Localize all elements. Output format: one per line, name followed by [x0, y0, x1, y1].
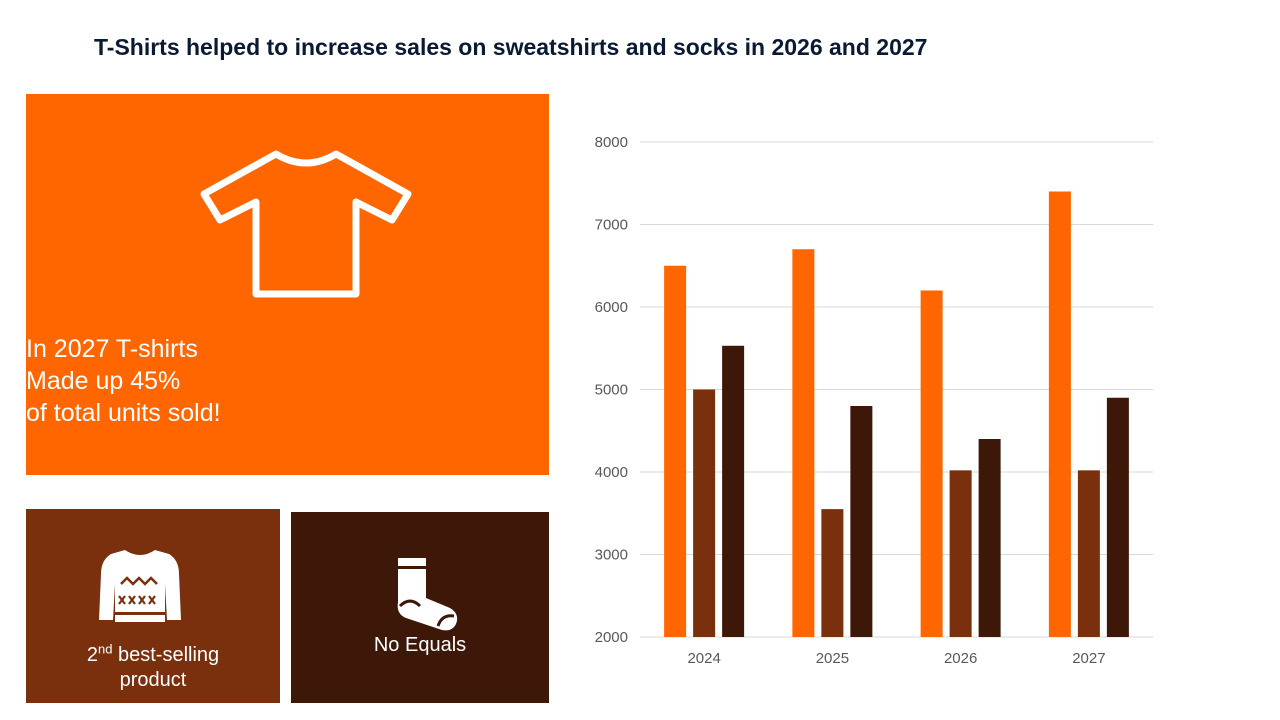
bar-2025-series-2: [821, 509, 844, 637]
y-tick-label: 3000: [595, 547, 628, 564]
y-tick-label: 6000: [595, 299, 628, 316]
y-tick-label: 7000: [595, 217, 628, 234]
chart-gridlines: [640, 141, 1153, 638]
y-tick-label: 5000: [595, 382, 628, 399]
tshirt-text-line-1: In 2027 T-shirts: [26, 335, 198, 363]
chart-y-ticks: 2000 3000 4000 5000 6000 7000 8000: [595, 134, 628, 646]
bar-2026-series-2: [949, 470, 972, 637]
chart-bars: [664, 191, 1129, 637]
tshirt-highlight-text: In 2027 T-shirts Made up 45% of total un…: [26, 333, 549, 429]
bar-2024-series-2: [693, 389, 716, 637]
bar-2025-series-1: [792, 249, 815, 637]
bar-2026-series-1: [920, 290, 943, 637]
sweatshirt-icon: [99, 550, 181, 622]
bar-2025-series-3: [850, 406, 873, 637]
bar-2027-series-1: [1048, 191, 1071, 637]
y-tick-label: 2000: [595, 629, 628, 646]
bar-2024-series-1: [664, 265, 687, 637]
bar-2026-series-3: [978, 439, 1001, 637]
sweatshirt-label-line2: product: [119, 669, 187, 691]
sweatshirt-label-rest: best-selling: [112, 644, 220, 666]
bar-2027-series-3: [1106, 397, 1129, 637]
x-tick-label: 2024: [687, 650, 720, 667]
bar-2027-series-2: [1077, 470, 1100, 637]
tshirt-text-line-2: Made up 45%: [26, 367, 181, 395]
bar-2024-series-3: [722, 345, 745, 637]
y-tick-label: 4000: [595, 464, 628, 481]
sock-icon: [397, 558, 458, 631]
x-tick-label: 2025: [816, 650, 849, 667]
tshirt-text-line-3: of total units sold!: [26, 399, 221, 427]
sweatshirt-card-label: 2nd best-selling product: [26, 641, 280, 693]
tshirt-icon: [200, 150, 412, 298]
x-tick-label: 2027: [1072, 650, 1105, 667]
page-title: T-Shirts helped to increase sales on swe…: [94, 34, 928, 60]
y-tick-label: 8000: [595, 134, 628, 151]
sweatshirt-rank: 2: [86, 644, 98, 666]
x-tick-label: 2026: [944, 650, 977, 667]
socks-card-label: No Equals: [373, 634, 467, 656]
sweatshirt-rank-suffix: nd: [97, 641, 113, 657]
chart-x-ticks: 2024 2025 2026 2027: [687, 650, 1105, 667]
